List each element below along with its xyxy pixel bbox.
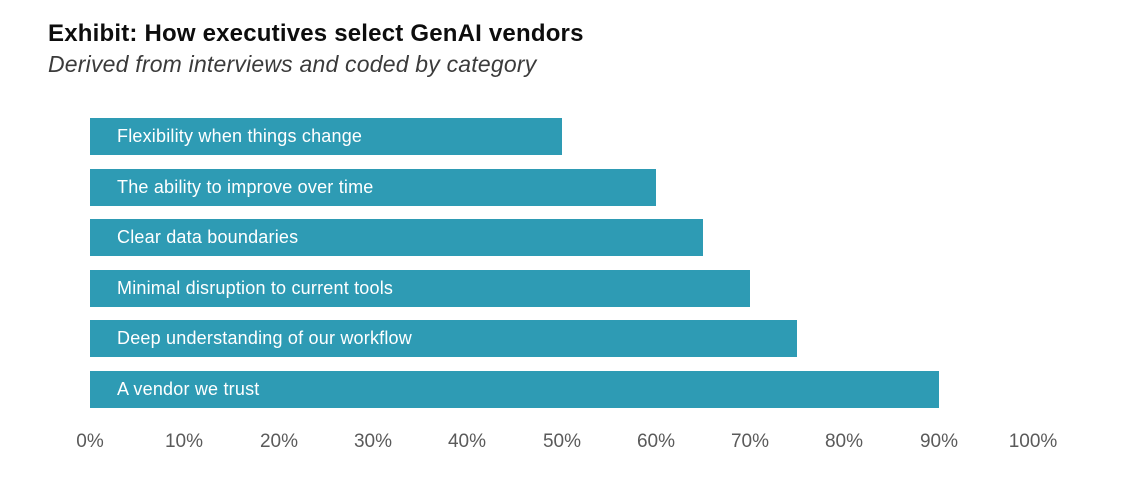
bar-label: A vendor we trust (117, 379, 260, 399)
bar: A vendor we trust (90, 371, 939, 408)
bar-label: The ability to improve over time (117, 177, 374, 197)
bar: Minimal disruption to current tools (90, 270, 750, 307)
x-axis-tick-label: 70% (730, 431, 770, 452)
x-axis-tick-label: 80% (824, 431, 864, 452)
x-axis-tick-label: 90% (919, 431, 959, 452)
x-axis-tick-label: 0% (76, 431, 104, 452)
bar-label: Clear data boundaries (117, 227, 299, 247)
x-axis-tick-label: 40% (447, 431, 487, 452)
chart-title: Exhibit: How executives select GenAI ven… (48, 20, 584, 47)
x-axis-tick-label: 10% (164, 431, 204, 452)
chart-subtitle: Derived from interviews and coded by cat… (48, 51, 537, 77)
x-axis-tick-label: 60% (636, 431, 676, 452)
x-axis-tick-label: 20% (259, 431, 299, 452)
bar: Clear data boundaries (90, 219, 703, 256)
bar: The ability to improve over time (90, 169, 656, 206)
bar-label: Minimal disruption to current tools (117, 278, 394, 298)
bar-label: Deep understanding of our workflow (117, 328, 412, 348)
x-axis: 0% 10% 20% 30% 40% 50% 60% 70% 80% 90% 100% (76, 431, 1057, 457)
bar: Deep understanding of our workflow (90, 320, 797, 357)
bar-label: Flexibility when things change (117, 126, 363, 146)
x-axis-tick-label: 100% (1008, 431, 1058, 452)
x-axis-tick-label: 50% (542, 431, 582, 452)
bar: Flexibility when things change (90, 118, 562, 155)
x-axis-tick-label: 30% (353, 431, 393, 452)
plot-area: Flexibility when things change The abilit… (90, 118, 1033, 410)
